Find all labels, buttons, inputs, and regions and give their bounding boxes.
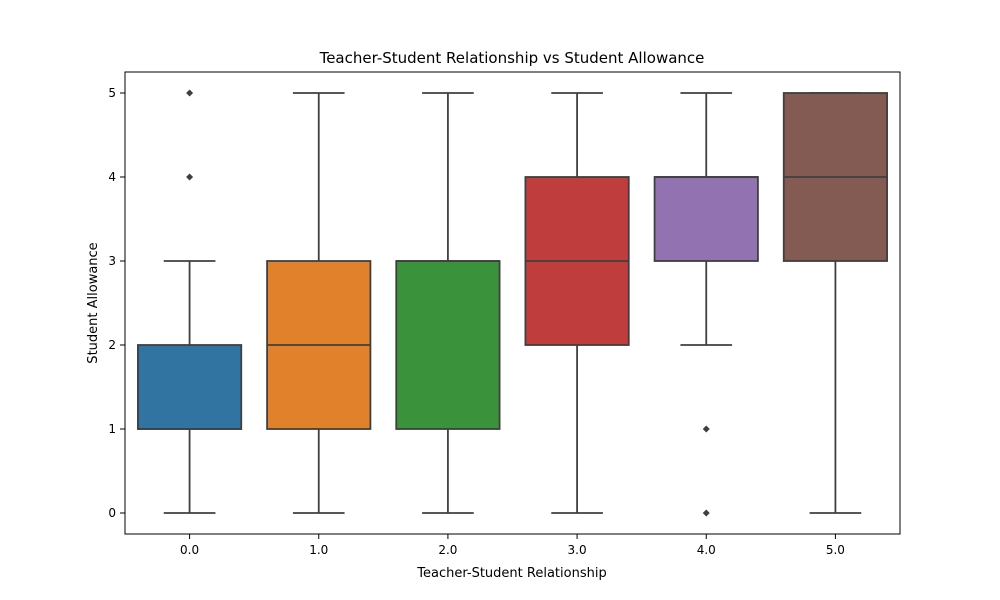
outlier-point-4-1 [702,425,710,433]
box-group-5 [782,92,888,514]
chart-title: Teacher-Student Relationship vs Student … [319,49,705,67]
x-axis: 0.0 1.0 2.0 3.0 4.0 5.0 [180,534,845,557]
plot-frame [124,71,901,535]
y-axis-title: Student Allowance [86,242,101,363]
x-tick-label-0: 0.0 [180,543,199,557]
outlier-point-0-0 [186,173,194,181]
box-2 [395,260,501,430]
y-axis: 0 1 2 3 4 5 [108,86,125,520]
x-tick-label-5: 5.0 [826,543,845,557]
x-axis-title: Teacher-Student Relationship [416,566,606,581]
box-group-0 [137,89,243,514]
y-tick-label-3: 3 [108,254,116,268]
y-tick-label-2: 2 [108,338,116,352]
y-tick-label-5: 5 [108,86,116,100]
outlier-point-4-0 [702,509,710,517]
outlier-point-0-1 [186,89,194,97]
y-tick-label-1: 1 [108,422,116,436]
box-group-2 [395,92,501,514]
y-tick-label-4: 4 [108,170,116,184]
plot-area [137,89,888,517]
x-tick-label-2: 2.0 [438,543,457,557]
y-tick-label-0: 0 [108,506,116,520]
box-4 [653,176,759,262]
box-group-4 [653,92,759,517]
box-group-1 [266,92,372,514]
x-tick-label-3: 3.0 [568,543,587,557]
box-0 [137,344,243,430]
x-tick-label-4: 4.0 [697,543,716,557]
box-group-3 [524,92,630,514]
x-tick-label-1: 1.0 [309,543,328,557]
